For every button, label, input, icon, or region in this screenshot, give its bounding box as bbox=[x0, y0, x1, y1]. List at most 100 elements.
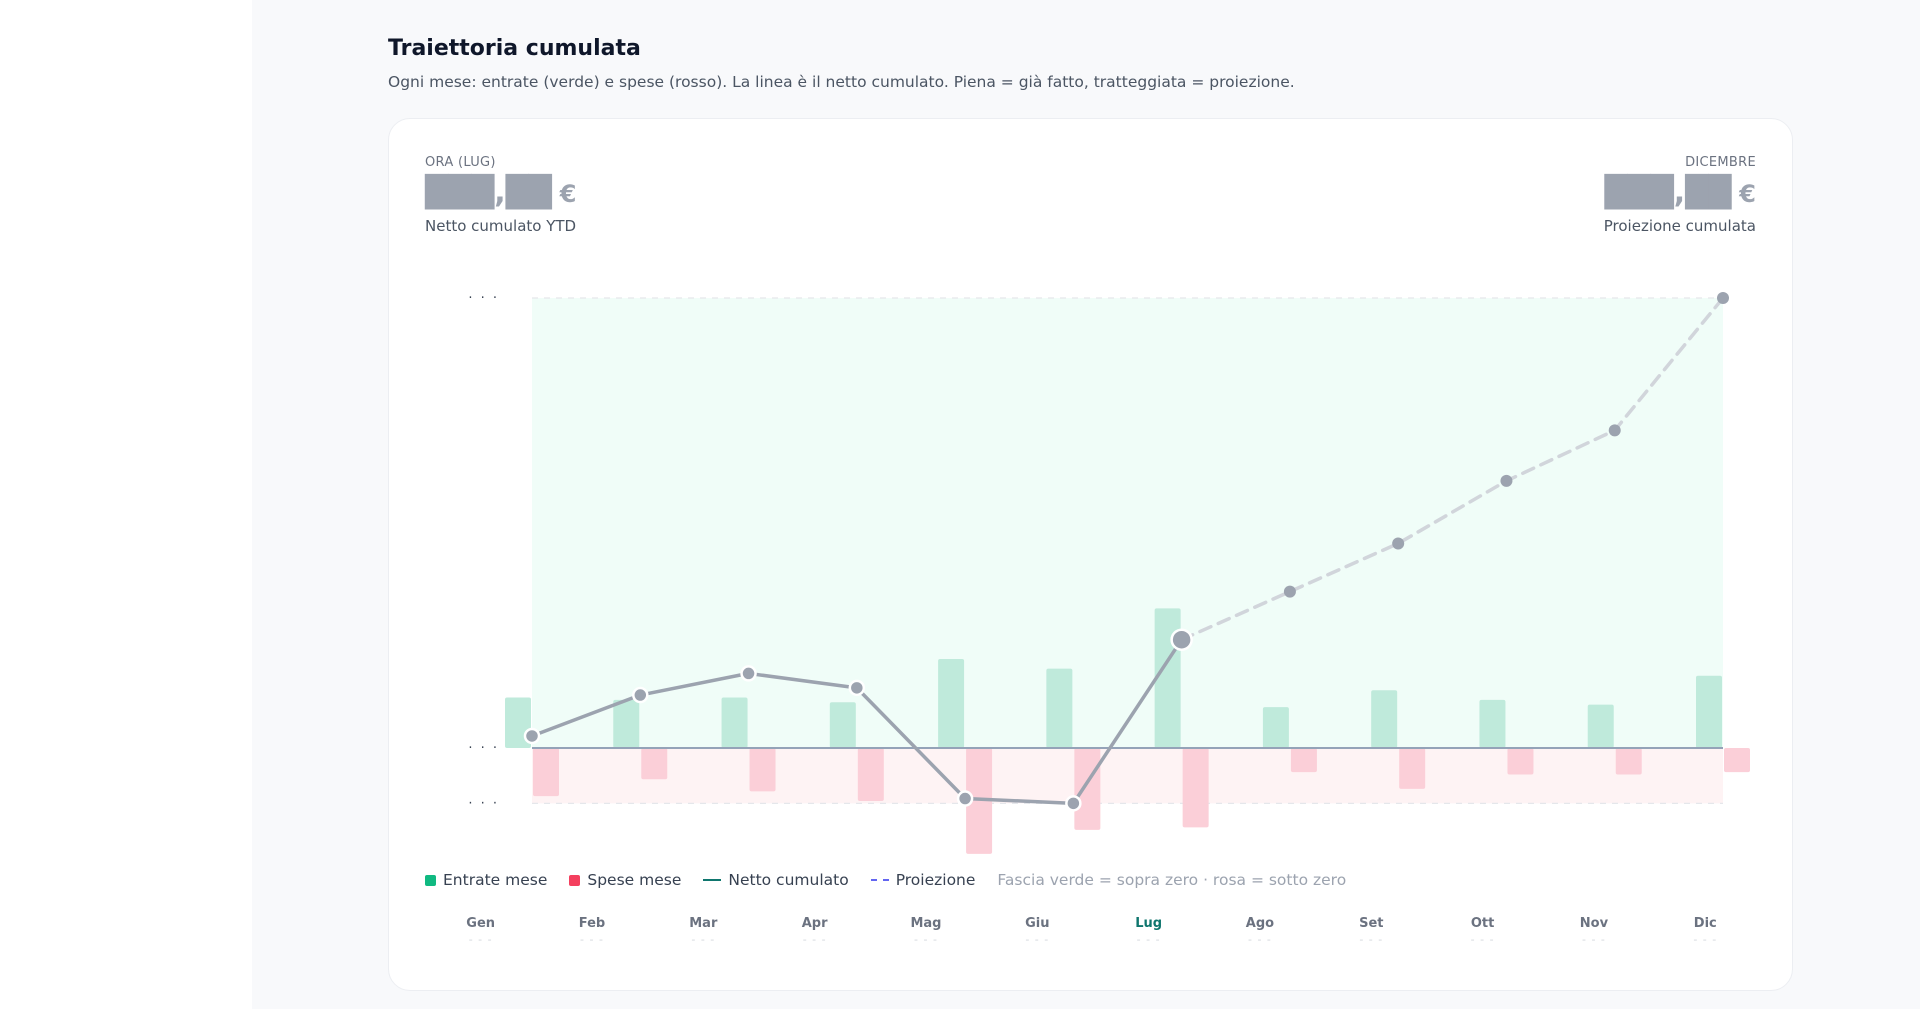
legend-income: Entrate mese bbox=[425, 871, 547, 889]
month-label: Feb - - - bbox=[536, 916, 647, 946]
expense-bar bbox=[1507, 748, 1534, 775]
sidebar bbox=[0, 0, 252, 1009]
kpi-december-label: DICEMBRE bbox=[1685, 155, 1756, 170]
legend-income-swatch bbox=[425, 874, 436, 886]
projection-point bbox=[1608, 424, 1621, 437]
section-title: Traiettoria cumulata bbox=[388, 36, 641, 61]
income-bar bbox=[613, 699, 640, 748]
legend-projection: Proiezione bbox=[870, 871, 976, 889]
income-bar bbox=[829, 702, 856, 748]
month-name: Apr bbox=[801, 916, 828, 931]
projection-point bbox=[1392, 537, 1405, 550]
positive-zone-band bbox=[532, 298, 1723, 748]
net-point bbox=[740, 665, 757, 682]
net-point bbox=[632, 686, 649, 704]
kpi-current-currency: € bbox=[559, 180, 577, 208]
kpi-current-label: ORA (LUG) bbox=[425, 155, 496, 170]
legend-expenses: Spese mese bbox=[569, 871, 681, 889]
legend-expenses-swatch bbox=[569, 874, 581, 886]
net-point bbox=[956, 790, 974, 807]
projection-point bbox=[1717, 292, 1729, 304]
month-label: Ott - - - bbox=[1427, 916, 1538, 946]
kpi-december: DICEMBRE ███,██ € Proiezione cumulata bbox=[1604, 155, 1756, 235]
month-name: Ago bbox=[1245, 916, 1275, 931]
projection-line bbox=[1179, 296, 1725, 642]
income-bar bbox=[721, 697, 748, 748]
legend-net-label: Netto cumulato bbox=[728, 871, 849, 889]
expense-bar bbox=[641, 748, 668, 780]
month-label: Ago - - - bbox=[1204, 916, 1315, 946]
legend-net-swatch bbox=[703, 879, 722, 881]
kpi-december-caption: Proiezione cumulata bbox=[1603, 217, 1756, 235]
section-description: Ogni mese: entrate (verde) e spese (ross… bbox=[388, 73, 1295, 91]
legend-projection-label: Proiezione bbox=[895, 871, 976, 889]
net-point bbox=[1065, 795, 1082, 812]
month-amount-placeholder: - - - bbox=[1359, 933, 1384, 946]
net-point bbox=[523, 727, 541, 745]
kpi-current-value: ███,██ € bbox=[425, 176, 576, 211]
legend-net: Netto cumulato bbox=[703, 871, 849, 889]
y-tick-label: · · · bbox=[468, 741, 499, 756]
legend-note: Fascia verde = sopra zero · rosa = sotto… bbox=[997, 871, 1347, 889]
month-amount-placeholder: - - - bbox=[1248, 933, 1272, 946]
month-amount-placeholder: - - - bbox=[1136, 933, 1161, 946]
expense-bar bbox=[1290, 748, 1317, 773]
month-amount-placeholder: - - - bbox=[1025, 933, 1050, 946]
month-label: Set - - - bbox=[1316, 916, 1427, 946]
income-bar bbox=[938, 658, 965, 748]
current-month-point bbox=[1170, 628, 1193, 651]
month-amount-placeholder: - - - bbox=[1581, 933, 1606, 946]
kpi-december-amount: ███,██ bbox=[1604, 175, 1732, 210]
negative-zone-band bbox=[532, 748, 1723, 804]
kpi-december-value: ███,██ € bbox=[1604, 176, 1756, 211]
income-bar bbox=[1371, 690, 1398, 748]
month-amount-placeholder: - - - bbox=[468, 933, 493, 946]
month-amount-placeholder: - - - bbox=[1693, 933, 1718, 946]
month-amount-placeholder: - - - bbox=[580, 933, 604, 946]
month-label: Gen - - - bbox=[425, 916, 536, 946]
chart-card: ORA (LUG) ███,██ € Netto cumulato YTD DIC… bbox=[388, 118, 1793, 991]
trajectory-chart: · · · · · · · · · bbox=[468, 291, 1750, 854]
month-name: Mar bbox=[689, 916, 718, 931]
expense-bar bbox=[1399, 748, 1426, 789]
month-label: Mag - - - bbox=[870, 916, 981, 946]
legend-expenses-label: Spese mese bbox=[587, 871, 682, 889]
month-name: Giu bbox=[1025, 916, 1050, 931]
expense-bar bbox=[749, 748, 776, 792]
kpi-current-caption: Netto cumulato YTD bbox=[425, 217, 577, 235]
chart-legend: Entrate mese Spese mese Netto cumulato P… bbox=[425, 871, 1346, 889]
expense-bar bbox=[857, 748, 884, 801]
y-tick-label: · · · bbox=[468, 796, 499, 811]
month-name: Gen bbox=[466, 916, 496, 931]
expense-bar bbox=[1074, 748, 1101, 830]
month-amount-placeholder: - - - bbox=[691, 933, 716, 946]
kpi-current-amount: ███,██ bbox=[425, 175, 552, 210]
projection-point bbox=[1500, 474, 1513, 487]
kpi-current: ORA (LUG) ███,██ € Netto cumulato YTD bbox=[425, 155, 576, 235]
projection-point bbox=[1283, 585, 1296, 598]
month-label: Giu - - - bbox=[982, 916, 1093, 946]
month-name: Set bbox=[1359, 916, 1384, 931]
legend-projection-swatch bbox=[870, 879, 889, 881]
expense-bar bbox=[1724, 748, 1750, 773]
month-name: Lug bbox=[1135, 916, 1163, 931]
month-name: Mag bbox=[910, 916, 942, 931]
month-label: Dic - - - bbox=[1650, 916, 1761, 946]
kpi-december-currency: € bbox=[1739, 180, 1756, 208]
month-name: Feb bbox=[578, 916, 606, 931]
month-name: Dic bbox=[1693, 916, 1717, 931]
income-bar bbox=[1587, 704, 1614, 748]
income-bar bbox=[1154, 608, 1181, 748]
legend-income-label: Entrate mese bbox=[443, 871, 548, 889]
income-bar bbox=[1479, 699, 1506, 748]
month-label: Mar - - - bbox=[648, 916, 759, 946]
month-axis: Gen - - - Feb - - - Mar - - - Apr - - - Mag - - -… bbox=[425, 916, 1761, 946]
expense-bar bbox=[966, 748, 993, 854]
net-point bbox=[848, 679, 866, 697]
income-bar bbox=[1696, 675, 1722, 748]
income-bar bbox=[1046, 668, 1073, 748]
month-name: Ott bbox=[1470, 916, 1495, 931]
month-label: Nov - - - bbox=[1538, 916, 1649, 946]
month-amount-placeholder: - - - bbox=[914, 933, 938, 946]
month-label: Lug - - - bbox=[1093, 916, 1204, 946]
